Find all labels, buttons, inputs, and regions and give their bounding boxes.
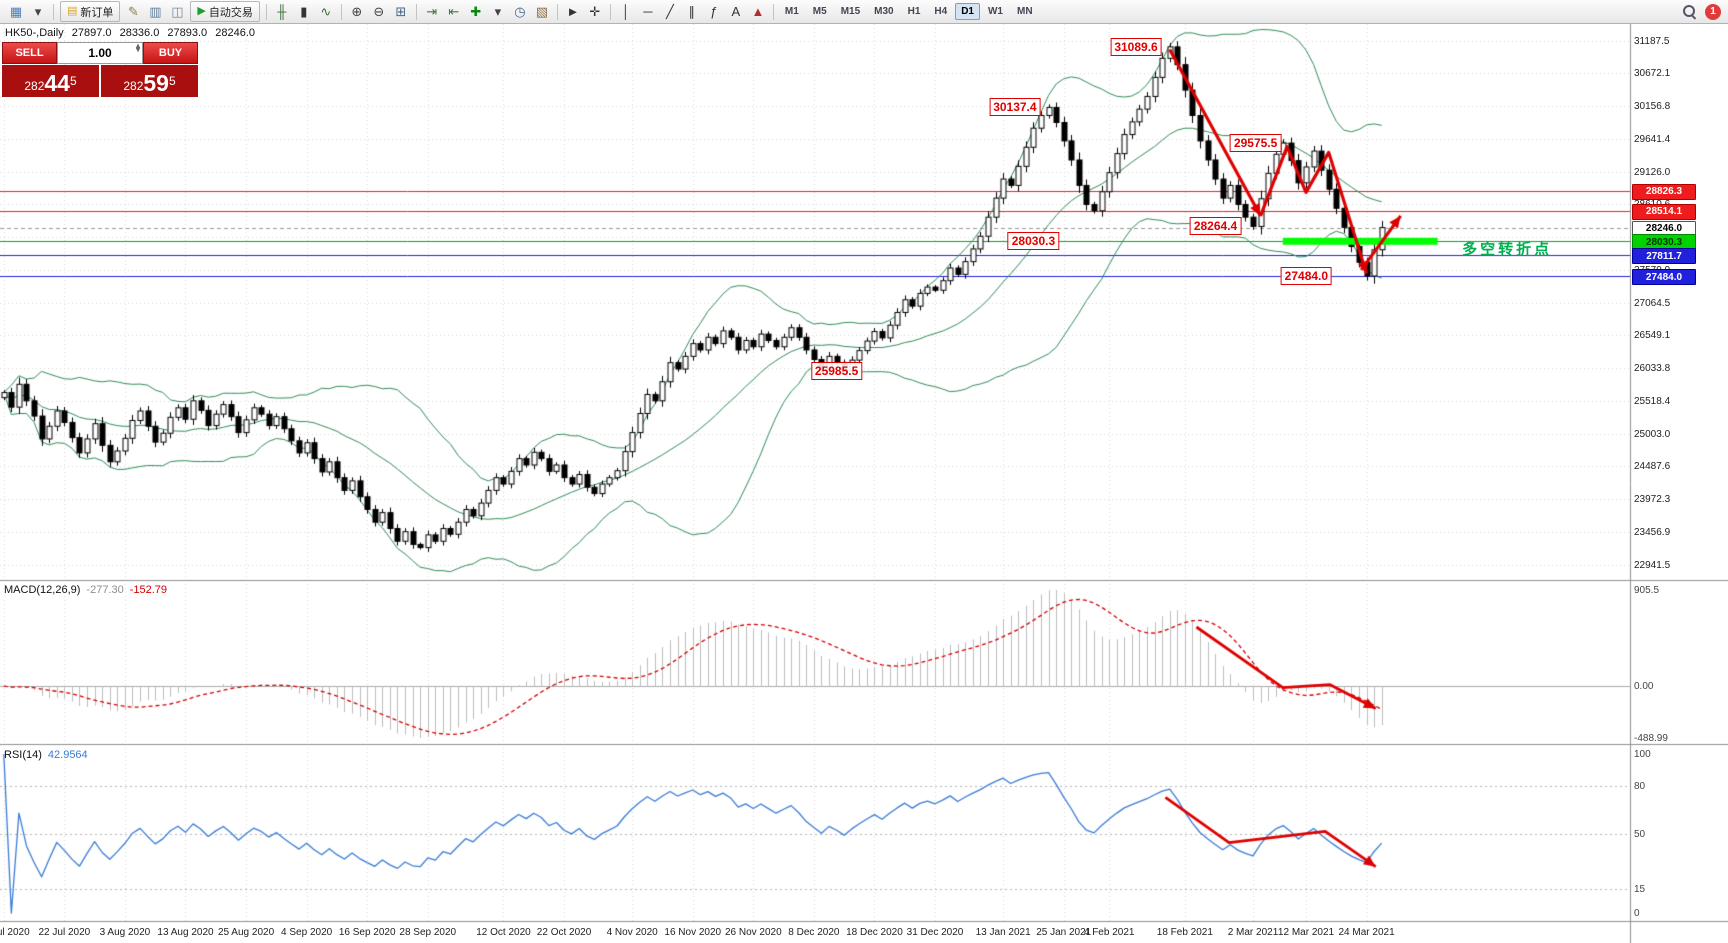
price-digit: 282 — [123, 79, 144, 93]
strategy-tester-icon[interactable]: ◫ — [171, 4, 184, 19]
price-annotation[interactable]: 28030.3 — [1007, 232, 1060, 251]
timeframe-button-W1[interactable]: W1 — [987, 6, 1003, 17]
price-annotation[interactable]: 29575.5 — [1229, 134, 1282, 153]
timeframe-button-M5[interactable]: M5 — [812, 6, 827, 17]
sell-price: 282 44 5 — [2, 65, 99, 97]
chart-dropdown-icon[interactable]: ▾ — [34, 4, 42, 19]
macd-indicator-label: MACD(12,26,9) -277.30 -152.79 — [4, 584, 167, 596]
arrows-tool-icon[interactable]: ▲ — [751, 4, 765, 19]
lot-decrease-button[interactable]: ▾ — [135, 45, 140, 55]
lot-increase-button[interactable]: ▴ — [135, 41, 140, 50]
lot-value: 1.00 — [88, 46, 112, 60]
zoom-out-icon[interactable]: ⊖ — [373, 4, 385, 19]
rsi-value: 42.9564 — [47, 749, 88, 761]
toolbar-separator — [772, 3, 774, 20]
terminal-icon[interactable]: ▥ — [149, 4, 162, 19]
price-digit: 5 — [69, 74, 77, 88]
rsi-name: RSI(14) — [4, 749, 42, 761]
periods-icon[interactable]: ◷ — [514, 4, 526, 19]
buy-price: 282 59 5 — [101, 65, 198, 97]
metaeditor-icon[interactable]: ✎ — [127, 4, 139, 19]
price-annotation[interactable]: 28264.4 — [1189, 217, 1242, 236]
fibonacci-icon[interactable]: ƒ — [710, 4, 718, 19]
toolbar-right-group: 1 — [1682, 3, 1723, 20]
timeframe-group: M1 M5 M15 M30 H1 H4 D1 W1 MN — [778, 3, 1040, 20]
zoom-in-icon[interactable]: ⊕ — [351, 4, 363, 19]
price-annotation[interactable]: 27484.0 — [1280, 267, 1333, 285]
templates-icon[interactable]: ▧ — [535, 4, 549, 19]
vertical-line-icon[interactable]: │ — [621, 4, 630, 19]
timeframe-button-H4[interactable]: H4 — [934, 6, 948, 17]
horizontal-line-icon[interactable]: ─ — [643, 4, 653, 19]
cursor-icon[interactable]: ► — [566, 4, 580, 19]
price-chart-canvas[interactable] — [0, 24, 1728, 943]
line-chart-icon[interactable]: ∿ — [320, 4, 332, 19]
toolbar-left-group: ▦ ▾ ▤ 新订单 ✎ ▥ ◫ ▶ 自动交易 ╫ ▮ ∿ ⊕ ⊖ ⊞ ⇥ ⇤ ✚ ▾ ◷ ▧ ► ✛ │ ─ ╱ ∥ ƒ A ▲ — [5, 1, 778, 22]
new-order-button[interactable]: ▤ 新订单 — [60, 1, 121, 22]
sell-button[interactable]: SELL — [2, 42, 57, 64]
lot-input[interactable]: 1.00 ▴ ▾ — [57, 41, 143, 64]
price-digit: 44 — [44, 70, 70, 97]
search-icon[interactable] — [1682, 4, 1697, 19]
toolbar-separator — [53, 3, 54, 20]
toolbar-separator — [415, 3, 417, 20]
rsi-indicator-label: RSI(14) 42.9564 — [4, 749, 88, 761]
indicators-icon[interactable]: ✚ — [470, 4, 482, 19]
price-digit: 59 — [143, 70, 169, 97]
chart-low-value: 27893.0 — [167, 27, 208, 39]
one-click-trading-panel: SELL 1.00 ▴ ▾ BUY 282 44 5 282 59 5 — [2, 41, 198, 97]
new-order-icon: ▤ — [67, 5, 78, 17]
trendline-icon[interactable]: ╱ — [665, 4, 674, 19]
tile-windows-icon[interactable]: ⊞ — [395, 4, 407, 19]
timeframe-button-M1[interactable]: M1 — [784, 6, 799, 17]
price-annotation[interactable]: 31089.6 — [1110, 37, 1162, 56]
play-icon: ▶ — [197, 5, 206, 17]
chart-open-value: 27897.0 — [71, 27, 112, 39]
timeframe-button-MN[interactable]: MN — [1016, 6, 1033, 17]
price-annotation[interactable]: 25985.5 — [810, 362, 863, 381]
autotrade-button-label: 自动交易 — [208, 6, 253, 19]
indicators-dropdown-icon[interactable]: ▾ — [494, 4, 502, 19]
price-annotation[interactable]: 30137.4 — [989, 98, 1041, 117]
toolbar-separator — [556, 3, 558, 20]
candle-chart-icon[interactable]: ▮ — [300, 4, 308, 19]
toolbar-separator — [340, 3, 342, 20]
chart-ohlc-header: HK50-,Daily 27897.0 28336.0 27893.0 2824… — [5, 27, 260, 39]
toolbar-separator — [265, 3, 267, 20]
autotrade-button[interactable]: ▶ 自动交易 — [190, 1, 260, 22]
macd-main-value: -277.30 — [86, 584, 124, 596]
macd-signal-value: -152.79 — [129, 584, 168, 596]
timeframe-button-H1[interactable]: H1 — [907, 6, 921, 17]
chart-close-value: 28246.0 — [215, 27, 255, 39]
price-digit: 282 — [24, 79, 45, 93]
new-order-button-label: 新订单 — [80, 6, 114, 19]
timeframe-button-M15[interactable]: M15 — [840, 6, 861, 17]
notification-badge[interactable]: 1 — [1705, 3, 1721, 20]
text-icon[interactable]: A — [731, 4, 741, 19]
toolbar-separator — [609, 3, 611, 20]
chart-symbol-label: HK50-,Daily — [5, 27, 64, 39]
auto-scroll-icon[interactable]: ⇥ — [426, 4, 438, 19]
buy-button[interactable]: BUY — [143, 42, 198, 64]
bar-chart-icon[interactable]: ╫ — [277, 4, 287, 19]
new-chart-icon[interactable]: ▦ — [9, 4, 23, 19]
timeframe-button-D1[interactable]: D1 — [955, 3, 980, 20]
toolbar: ▦ ▾ ▤ 新订单 ✎ ▥ ◫ ▶ 自动交易 ╫ ▮ ∿ ⊕ ⊖ ⊞ ⇥ ⇤ ✚ ▾ ◷ ▧ ► ✛ │ ─ ╱ ∥ ƒ A ▲ M1 M5… — [0, 0, 1728, 24]
chart-shift-icon[interactable]: ⇤ — [448, 4, 460, 19]
timeframe-button-M30[interactable]: M30 — [874, 6, 894, 17]
macd-name: MACD(12,26,9) — [4, 584, 81, 596]
channel-icon[interactable]: ∥ — [688, 4, 696, 19]
crosshair-icon[interactable]: ✛ — [589, 4, 601, 19]
support-zone-label: 多空转折点 — [1462, 241, 1553, 259]
chart-high-value: 28336.0 — [119, 27, 160, 39]
price-digit: 5 — [168, 74, 176, 88]
